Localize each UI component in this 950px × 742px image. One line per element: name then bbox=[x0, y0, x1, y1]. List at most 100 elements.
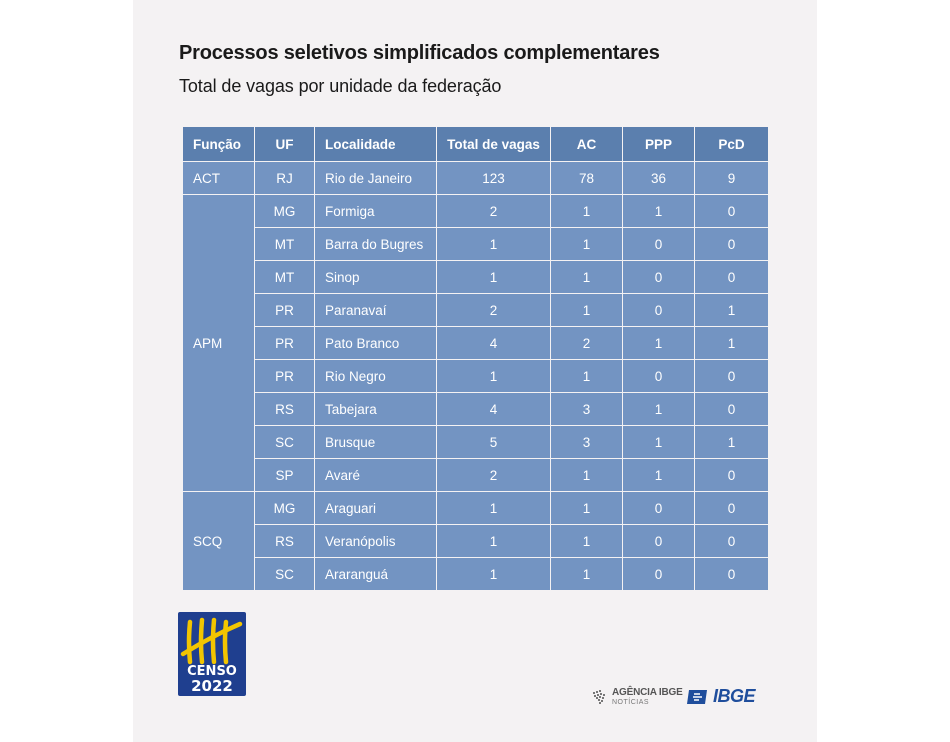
table-row: SC Araranguá 1 1 0 0 bbox=[183, 557, 769, 591]
table-row: SC Brusque 5 3 1 1 bbox=[183, 425, 769, 459]
cell-pcd: 0 bbox=[694, 557, 769, 591]
table-header-row: Função UF Localidade Total de vagas AC P… bbox=[182, 126, 769, 162]
cell-ac: 1 bbox=[550, 293, 623, 327]
cell-total-vagas: 1 bbox=[436, 260, 551, 294]
cell-ppp: 1 bbox=[622, 392, 695, 426]
cell-ppp: 0 bbox=[622, 524, 695, 558]
cell-ac: 1 bbox=[550, 194, 623, 228]
cell-funcao: APM bbox=[182, 194, 255, 492]
cell-ppp: 0 bbox=[622, 491, 695, 525]
cell-pcd: 1 bbox=[694, 326, 769, 360]
cell-total-vagas: 2 bbox=[436, 293, 551, 327]
cell-pcd: 0 bbox=[694, 524, 769, 558]
cell-total-vagas: 2 bbox=[436, 458, 551, 492]
cell-uf: PR bbox=[254, 326, 315, 360]
cell-ac: 2 bbox=[550, 326, 623, 360]
cell-uf: MG bbox=[254, 491, 315, 525]
ibge-mark-icon bbox=[687, 690, 707, 704]
cell-pcd: 0 bbox=[694, 491, 769, 525]
cell-localidade: Formiga bbox=[314, 194, 437, 228]
brazil-map-icon bbox=[593, 690, 605, 704]
cell-ac: 1 bbox=[550, 227, 623, 261]
agencia-subtitle: NOTÍCIAS bbox=[612, 699, 650, 706]
cell-localidade: Sinop bbox=[314, 260, 437, 294]
table-row: PR Paranavaí 2 1 0 1 bbox=[183, 293, 769, 327]
cell-localidade: Araguari bbox=[314, 491, 437, 525]
cell-localidade: Barra do Bugres bbox=[314, 227, 437, 261]
cell-total-vagas: 1 bbox=[436, 491, 551, 525]
cell-ac: 1 bbox=[550, 359, 623, 393]
table-row: MT Barra do Bugres 1 1 0 0 bbox=[183, 227, 769, 261]
table-row: ACT RJ Rio de Janeiro 123 78 36 9 bbox=[182, 161, 769, 195]
header-total-vagas: Total de vagas bbox=[436, 126, 551, 162]
cell-uf: MT bbox=[254, 260, 315, 294]
cell-pcd: 1 bbox=[694, 293, 769, 327]
header-uf: UF bbox=[254, 126, 315, 162]
table-row: PR Rio Negro 1 1 0 0 bbox=[183, 359, 769, 393]
cell-pcd: 0 bbox=[694, 194, 769, 228]
cell-pcd: 0 bbox=[694, 392, 769, 426]
cell-ppp: 1 bbox=[622, 194, 695, 228]
cell-ppp: 0 bbox=[622, 557, 695, 591]
cell-pcd: 9 bbox=[694, 161, 769, 195]
header-localidade: Localidade bbox=[314, 126, 437, 162]
table-row: SCQ MG Araguari 1 1 0 0 bbox=[182, 491, 769, 591]
cell-ppp: 1 bbox=[622, 425, 695, 459]
tally-marks-icon bbox=[180, 617, 243, 665]
cell-ppp: 36 bbox=[622, 161, 695, 195]
cell-pcd: 0 bbox=[694, 260, 769, 294]
cell-total-vagas: 5 bbox=[436, 425, 551, 459]
cell-funcao: ACT bbox=[182, 161, 255, 195]
cell-uf: PR bbox=[254, 293, 315, 327]
cell-localidade: Brusque bbox=[314, 425, 437, 459]
infographic-card: Processos seletivos simplificados comple… bbox=[133, 0, 817, 742]
cell-ac: 3 bbox=[550, 425, 623, 459]
cell-uf: RS bbox=[254, 524, 315, 558]
header-ac: AC bbox=[550, 126, 623, 162]
table-row: SP Avaré 2 1 1 0 bbox=[183, 458, 769, 492]
cell-ppp: 1 bbox=[622, 326, 695, 360]
table-row: MT Sinop 1 1 0 0 bbox=[183, 260, 769, 294]
cell-localidade: Veranópolis bbox=[314, 524, 437, 558]
cell-ac: 1 bbox=[550, 491, 623, 525]
cell-total-vagas: 1 bbox=[436, 227, 551, 261]
cell-localidade: Rio de Janeiro bbox=[314, 161, 437, 195]
cell-pcd: 0 bbox=[694, 227, 769, 261]
vagas-table: Função UF Localidade Total de vagas AC P… bbox=[182, 126, 769, 591]
cell-total-vagas: 1 bbox=[436, 557, 551, 591]
cell-localidade: Avaré bbox=[314, 458, 437, 492]
cell-uf: SP bbox=[254, 458, 315, 492]
cell-pcd: 1 bbox=[694, 425, 769, 459]
cell-ac: 78 bbox=[550, 161, 623, 195]
cell-uf: RJ bbox=[254, 161, 315, 195]
table-row: RS Veranópolis 1 1 0 0 bbox=[183, 524, 769, 558]
cell-pcd: 0 bbox=[694, 359, 769, 393]
cell-localidade: Rio Negro bbox=[314, 359, 437, 393]
table-body: ACT RJ Rio de Janeiro 123 78 36 9 APM MG Formiga 2… bbox=[182, 161, 769, 591]
cell-uf: SC bbox=[254, 557, 315, 591]
cell-uf: PR bbox=[254, 359, 315, 393]
cell-ac: 1 bbox=[550, 524, 623, 558]
table-row: APM MG Formiga 2 1 1 0 bbox=[182, 194, 769, 492]
cell-uf: RS bbox=[254, 392, 315, 426]
header-pcd: PcD bbox=[694, 126, 769, 162]
cell-ac: 1 bbox=[550, 557, 623, 591]
ibge-wordmark: IBGE bbox=[713, 686, 756, 706]
cell-pcd: 0 bbox=[694, 458, 769, 492]
cell-total-vagas: 1 bbox=[436, 524, 551, 558]
cell-ac: 1 bbox=[550, 458, 623, 492]
page-title: Processos seletivos simplificados comple… bbox=[179, 42, 660, 64]
censo-year: 2022 bbox=[191, 677, 233, 695]
cell-total-vagas: 4 bbox=[436, 392, 551, 426]
agencia-name: AGÊNCIA IBGE bbox=[612, 687, 683, 698]
cell-ppp: 0 bbox=[622, 293, 695, 327]
cell-ppp: 0 bbox=[622, 260, 695, 294]
cell-localidade: Tabejara bbox=[314, 392, 437, 426]
header-ppp: PPP bbox=[622, 126, 695, 162]
censo-2022-logo: CENSO 2022 bbox=[178, 612, 246, 696]
cell-localidade: Pato Branco bbox=[314, 326, 437, 360]
cell-ac: 1 bbox=[550, 260, 623, 294]
cell-uf: SC bbox=[254, 425, 315, 459]
cell-total-vagas: 123 bbox=[436, 161, 551, 195]
cell-total-vagas: 4 bbox=[436, 326, 551, 360]
